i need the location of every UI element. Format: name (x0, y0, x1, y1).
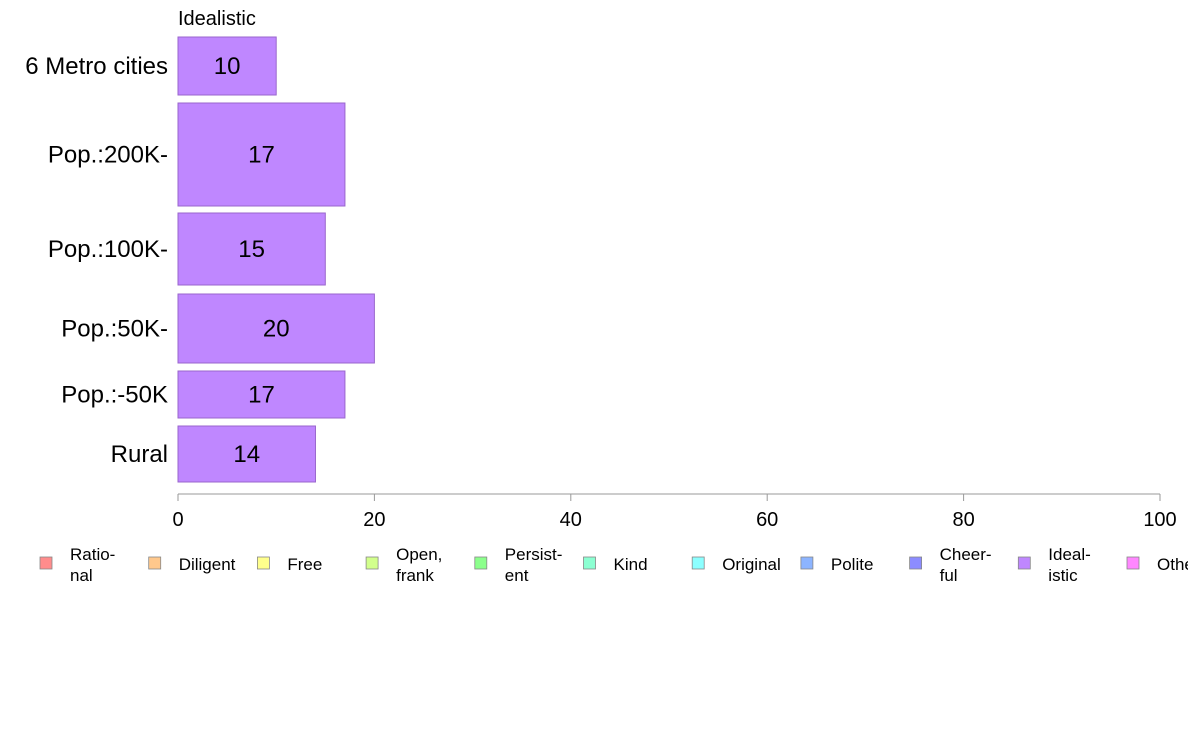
legend-label: Ratio- (70, 545, 115, 564)
legend-label: ent (505, 566, 529, 585)
x-tick-label: 100 (1143, 509, 1176, 531)
x-tick-label: 40 (560, 509, 582, 531)
legend-label: Original (722, 555, 781, 574)
legend-label: Free (287, 555, 322, 574)
legend-swatch (800, 556, 814, 570)
legend-swatch (256, 556, 270, 570)
x-tick-label: 0 (172, 509, 183, 531)
legend-swatch (148, 556, 162, 570)
legend-label: Kind (614, 555, 648, 574)
data-label: 17 (248, 382, 275, 409)
bar (177, 36, 277, 96)
legend-swatch (365, 556, 379, 570)
legend-label: istic (1048, 566, 1078, 585)
x-tick-label: 60 (756, 509, 778, 531)
legend-label: Diligent (179, 555, 236, 574)
legend-label: frank (396, 566, 434, 585)
bars-layer: 6 Metro cities 10 Pop.:200K- 17 Pop.:100K- 15… (25, 36, 375, 483)
bar (177, 212, 326, 286)
legend-label: Ideal- (1048, 545, 1091, 564)
category-label: 6 Metro cities (25, 53, 168, 80)
category-label: Rural (111, 441, 168, 468)
x-tick-label: 80 (952, 509, 974, 531)
bar (177, 370, 346, 419)
bar (177, 102, 346, 207)
bar (177, 293, 375, 364)
legend-swatch (583, 556, 596, 570)
legend-label: nal (70, 566, 93, 585)
data-label: 20 (263, 316, 290, 343)
data-label: 17 (248, 142, 275, 169)
legend-label: Persist- (505, 545, 563, 564)
category-label: Pop.:-50K (61, 382, 168, 409)
chart-title: Idealistic (178, 8, 256, 30)
legend-label: Polite (831, 555, 874, 574)
data-label: 15 (238, 236, 265, 263)
legend-label: Other (1157, 555, 1188, 574)
category-label: Pop.:200K- (48, 142, 168, 169)
bar (177, 425, 316, 483)
legend: Ratio-nal Diligent Free Open, frank Persist-e… (39, 545, 1188, 585)
legend-swatch (39, 556, 53, 570)
data-label: 10 (214, 53, 241, 80)
legend-swatch (1017, 556, 1031, 570)
x-axis: 0 20 40 60 80 100 (172, 493, 1177, 531)
legend-swatch (1126, 556, 1140, 570)
category-label: Pop.:100K- (48, 236, 168, 263)
legend-swatch (474, 556, 488, 570)
legend-label: Cheer- (940, 545, 992, 564)
legend-swatch (691, 556, 705, 570)
legend-label: ful (940, 566, 958, 585)
legend-label: Open, (396, 545, 442, 564)
data-label: 14 (233, 441, 260, 468)
category-label: Pop.:50K- (61, 316, 168, 343)
legend-swatch (909, 556, 922, 570)
x-tick-label: 20 (363, 509, 385, 531)
